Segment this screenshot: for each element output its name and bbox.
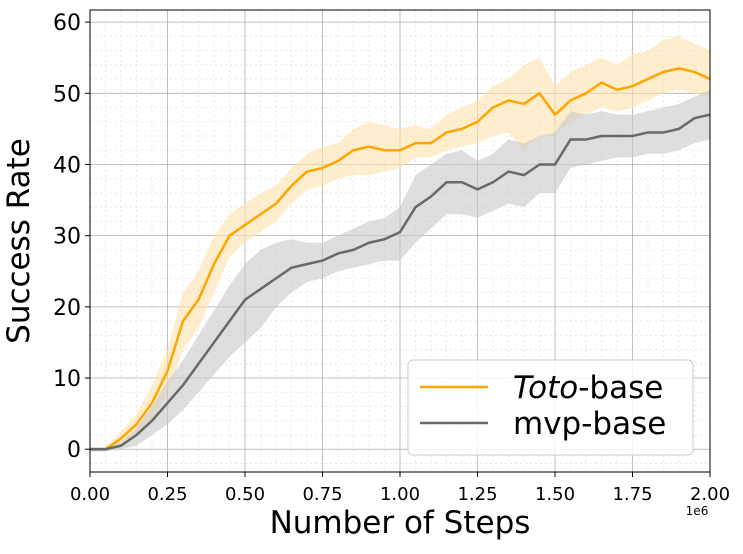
x-tick-label: 1.25 — [457, 484, 497, 505]
x-offset-label: 1e6 — [686, 504, 709, 518]
error-band — [90, 89, 710, 452]
y-tick-label: 0 — [67, 438, 81, 463]
x-tick-label: 0.50 — [225, 484, 265, 505]
x-tick-label: 2.00 — [690, 484, 730, 505]
y-tick-label: 40 — [53, 153, 81, 178]
y-axis-label: Success Rate — [1, 138, 37, 344]
y-tick-label: 30 — [53, 225, 81, 250]
line — [90, 113, 711, 451]
x-tick-label: 1.00 — [380, 484, 420, 505]
line — [90, 67, 711, 451]
y-tick-label: 10 — [53, 367, 81, 392]
legend-label: mvp-base — [513, 406, 666, 442]
y-tick-label: 20 — [53, 296, 81, 321]
x-tick-label: 1.75 — [612, 484, 652, 505]
y-tick-label: 60 — [53, 11, 81, 36]
x-tick-label: 1.50 — [535, 484, 575, 505]
y-tick-label: 50 — [53, 82, 81, 107]
legend-label: Toto-base — [513, 370, 663, 406]
x-tick-label: 0.75 — [302, 484, 342, 505]
x-tick-label: 0.00 — [70, 484, 110, 505]
x-axis-label: Number of Steps — [270, 505, 531, 541]
legend-box — [407, 359, 694, 456]
x-tick-label: 0.25 — [147, 484, 187, 505]
plot-frame — [89, 9, 711, 473]
